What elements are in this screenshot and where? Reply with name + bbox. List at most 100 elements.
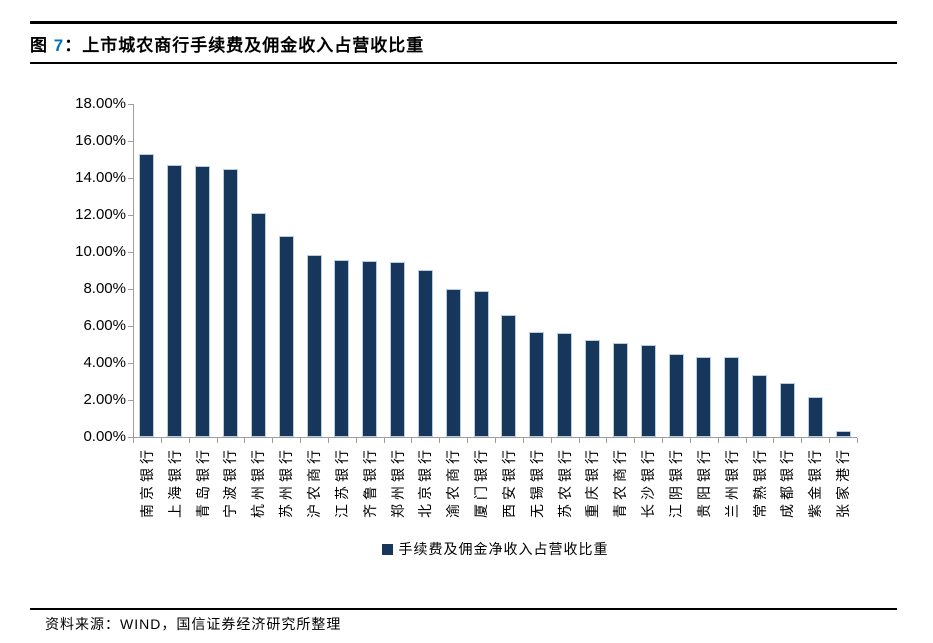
legend-label: 手续费及佣金净收入占营收比重 bbox=[398, 541, 609, 557]
bar bbox=[278, 236, 294, 437]
figure-title-separator: ： bbox=[64, 36, 83, 55]
bar bbox=[334, 260, 350, 437]
x-axis-tick-mark bbox=[522, 438, 524, 443]
x-axis-label: 成都银行 bbox=[779, 446, 796, 518]
bar bbox=[668, 353, 684, 437]
legend-swatch-icon bbox=[381, 543, 393, 555]
bar bbox=[445, 289, 461, 437]
source-note: 资料来源：WIND，国信证券经济研究所整理 bbox=[45, 616, 342, 632]
y-axis-tick-label: 14.00% bbox=[75, 169, 126, 186]
x-axis-tick-mark bbox=[773, 438, 775, 443]
y-axis-tick-mark bbox=[128, 215, 133, 216]
bar bbox=[807, 397, 823, 437]
y-axis-tick-label: 16.00% bbox=[75, 132, 126, 149]
figure-title-prefix: 图 bbox=[30, 36, 54, 55]
x-axis-tick-mark bbox=[606, 438, 608, 443]
bar bbox=[612, 342, 628, 437]
bar bbox=[724, 357, 740, 437]
x-axis-line bbox=[133, 437, 857, 438]
x-axis-tick-mark bbox=[634, 438, 636, 443]
bar bbox=[390, 262, 406, 437]
bar bbox=[195, 165, 211, 437]
x-axis-tick-mark bbox=[411, 438, 413, 443]
bar bbox=[696, 356, 712, 437]
x-axis-tick-mark bbox=[717, 438, 719, 443]
x-axis-tick-mark bbox=[327, 438, 329, 443]
y-axis-tick-label: 18.00% bbox=[75, 95, 126, 112]
bar bbox=[167, 165, 183, 437]
x-axis-tick-mark bbox=[244, 438, 246, 443]
bar bbox=[250, 213, 266, 437]
x-axis-tick-mark bbox=[689, 438, 691, 443]
y-axis-tick-mark bbox=[128, 178, 133, 179]
y-axis-tick-mark bbox=[128, 141, 133, 142]
y-axis-tick-mark bbox=[128, 104, 133, 105]
title-rule bbox=[30, 62, 897, 64]
y-axis-tick-label: 2.00% bbox=[83, 391, 126, 408]
x-axis-label: 江阴银行 bbox=[668, 446, 684, 518]
bar bbox=[779, 383, 795, 437]
y-axis-tick-mark bbox=[128, 400, 133, 401]
x-axis-label: 紫金银行 bbox=[807, 446, 824, 518]
x-axis-tick-mark bbox=[495, 438, 496, 443]
x-axis-tick-mark bbox=[467, 438, 469, 443]
y-axis-tick-mark bbox=[128, 252, 133, 253]
x-axis-tick-mark bbox=[160, 438, 162, 443]
y-axis-tick-mark bbox=[128, 437, 133, 438]
x-axis-tick-mark bbox=[662, 438, 664, 443]
x-axis-tick-mark bbox=[188, 438, 190, 443]
x-axis-tick-mark bbox=[857, 438, 858, 443]
x-axis-tick-mark bbox=[216, 438, 218, 443]
x-axis-label: 齐鲁银行 bbox=[361, 446, 378, 518]
y-axis-tick-mark bbox=[128, 289, 133, 290]
x-axis-label: 无锡银行 bbox=[528, 446, 545, 518]
x-axis-label: 张家港行 bbox=[835, 446, 852, 518]
x-axis-label: 贵阳银行 bbox=[695, 446, 712, 518]
y-axis-tick-label: 12.00% bbox=[75, 206, 126, 223]
x-axis-tick-mark bbox=[439, 438, 441, 443]
x-axis-label: 北京银行 bbox=[417, 446, 434, 518]
bar bbox=[362, 261, 378, 437]
y-axis-tick-label: 6.00% bbox=[83, 317, 126, 334]
x-axis-label: 苏州银行 bbox=[278, 446, 295, 518]
x-axis-label: 兰州银行 bbox=[723, 446, 740, 518]
figure-title-text: 上市城农商行手续费及佣金收入占营收比重 bbox=[82, 36, 425, 55]
x-axis-tick-mark bbox=[300, 438, 302, 443]
x-axis-label: 西安银行 bbox=[500, 446, 517, 518]
x-axis-label: 江苏银行 bbox=[333, 446, 350, 518]
bar bbox=[306, 254, 322, 437]
bar bbox=[139, 153, 155, 437]
x-axis-label: 长沙银行 bbox=[640, 446, 657, 518]
bar bbox=[501, 314, 517, 437]
bar bbox=[529, 332, 545, 437]
x-axis-label: 渝农商行 bbox=[445, 446, 462, 518]
x-axis-tick-mark bbox=[745, 438, 747, 443]
x-axis-label: 常熟银行 bbox=[751, 446, 768, 518]
y-axis-tick-label: 8.00% bbox=[83, 280, 126, 297]
y-axis-line bbox=[133, 104, 134, 438]
x-axis-tick-mark bbox=[383, 438, 385, 443]
x-axis-label: 青农商行 bbox=[612, 446, 629, 518]
x-axis-label: 上海银行 bbox=[166, 446, 183, 518]
bar bbox=[557, 333, 573, 437]
x-axis-label: 南京银行 bbox=[138, 446, 155, 518]
x-axis-tick-mark bbox=[578, 438, 580, 443]
x-axis-tick-mark bbox=[355, 438, 357, 443]
top-rule bbox=[30, 21, 897, 24]
x-axis-label: 厦门银行 bbox=[473, 446, 490, 518]
x-axis-tick-mark bbox=[801, 438, 803, 443]
x-axis-label: 宁波银行 bbox=[222, 446, 239, 518]
y-axis-tick-label: 4.00% bbox=[83, 354, 126, 371]
bar bbox=[752, 375, 768, 437]
y-axis-tick-label: 0.00% bbox=[83, 428, 126, 445]
x-axis-tick-mark bbox=[133, 438, 134, 443]
y-axis-tick-mark bbox=[128, 326, 133, 327]
x-axis-label: 杭州银行 bbox=[250, 446, 267, 518]
y-axis-tick-mark bbox=[128, 363, 133, 364]
y-axis-tick-label: 10.00% bbox=[75, 243, 126, 260]
x-axis-tick-mark bbox=[829, 438, 831, 443]
x-axis-tick-mark bbox=[550, 438, 552, 443]
x-axis-label: 郑州银行 bbox=[389, 446, 406, 518]
figure-number: 7 bbox=[53, 36, 65, 55]
